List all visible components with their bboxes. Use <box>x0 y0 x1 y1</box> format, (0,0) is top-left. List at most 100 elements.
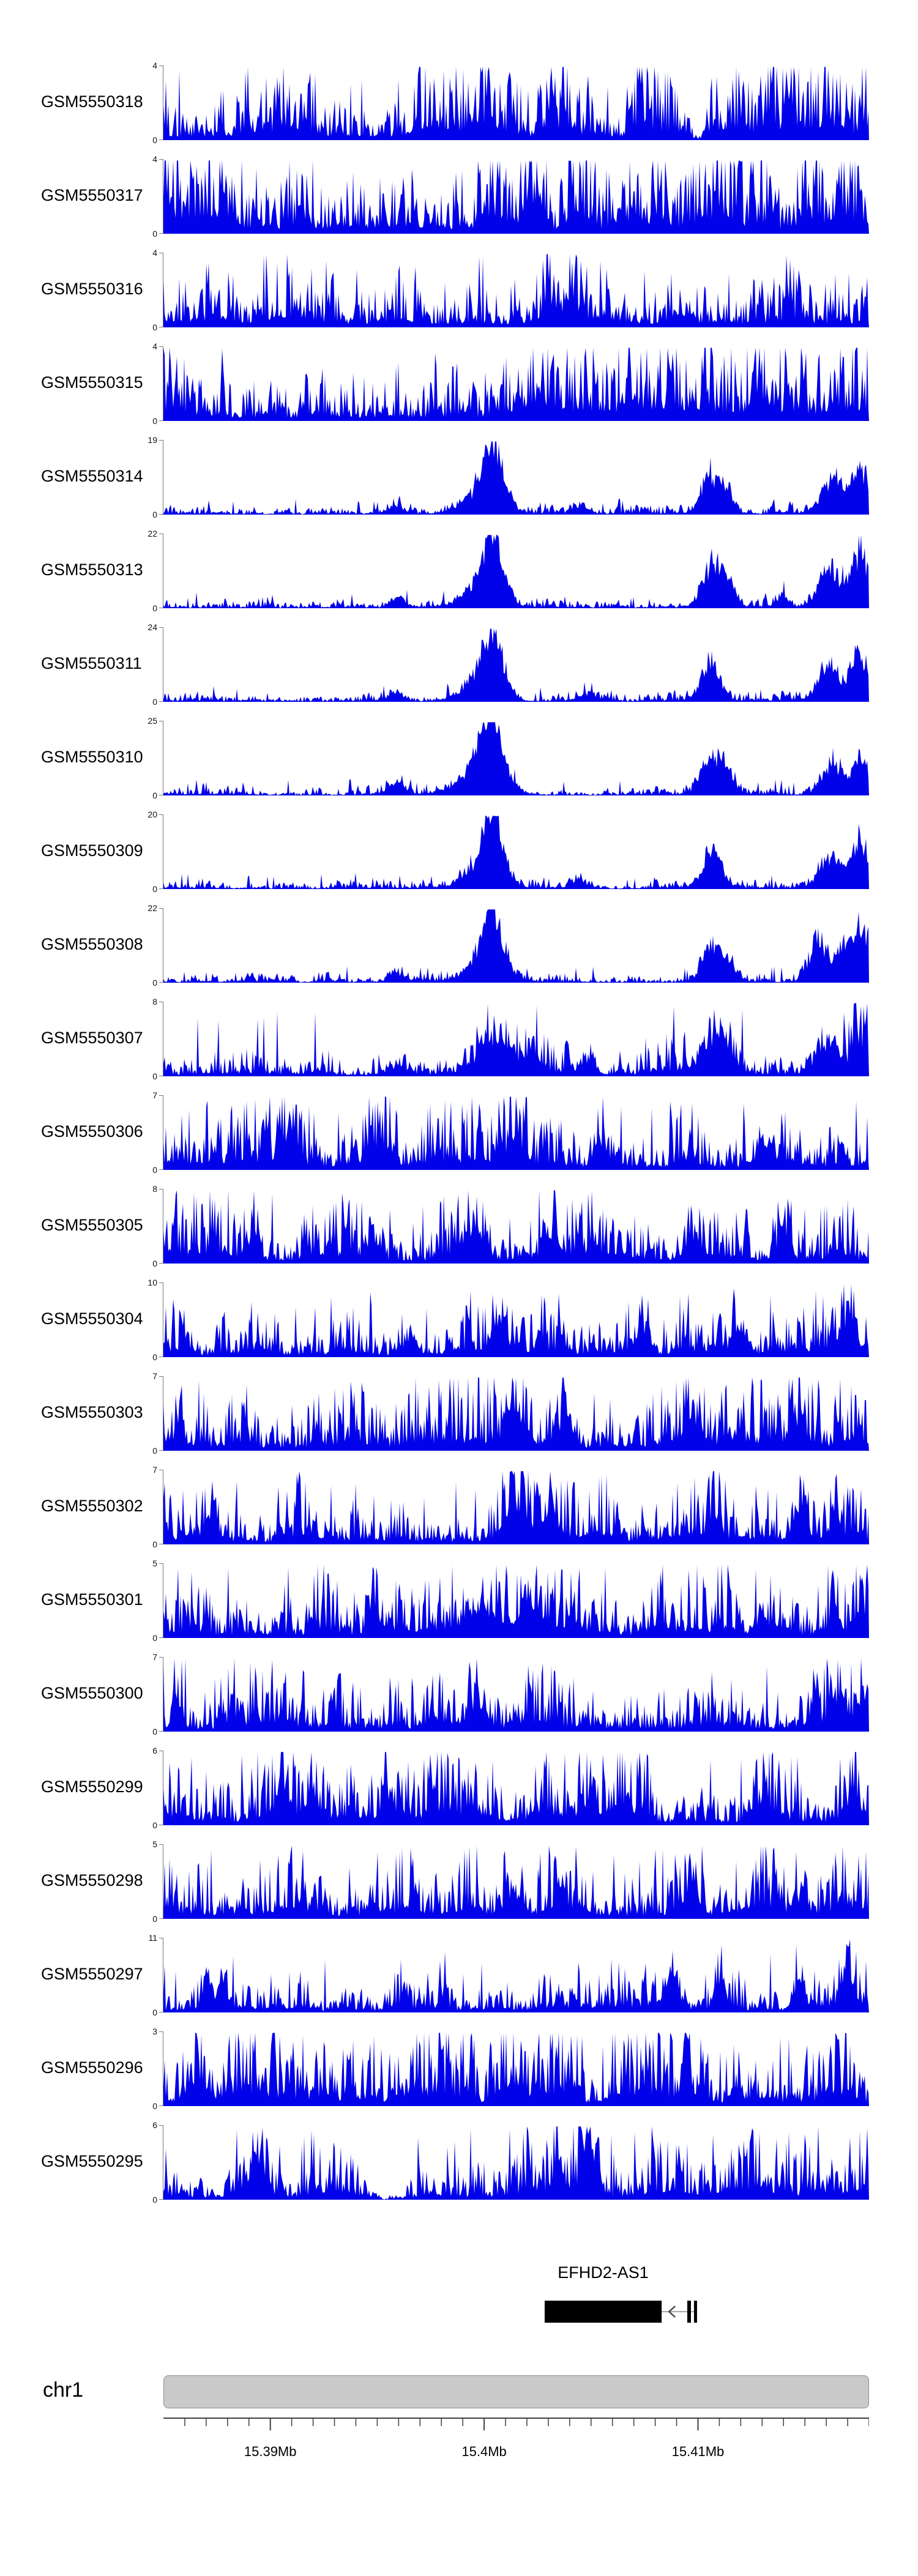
coverage-track-row: GSM5550315 4 0 <box>0 341 918 440</box>
track-yaxis-tick-bottom <box>159 1918 163 1919</box>
coverage-track-row: GSM5550305 8 0 <box>0 1184 918 1282</box>
coverage-track-row: GSM5550299 6 0 <box>0 1746 918 1844</box>
coverage-path <box>163 816 869 889</box>
track-yaxis-tick-bottom <box>159 1263 163 1264</box>
track-yaxis-max-label: 6 <box>152 2120 157 2130</box>
coverage-signal-area <box>163 1190 869 1264</box>
track-sample-label: GSM5550311 <box>41 654 142 672</box>
coverage-signal-area <box>163 2126 869 2200</box>
coverage-path <box>163 1284 869 1357</box>
track-sample-label: GSM5550306 <box>41 1122 143 1141</box>
coverage-track-row: GSM5550295 6 0 <box>0 2120 918 2219</box>
track-yaxis-tick-top <box>159 2125 163 2126</box>
coverage-track-row: GSM5550311 24 0 <box>0 622 918 721</box>
track-yaxis-tick-top <box>159 627 163 628</box>
track-yaxis-max-label: 25 <box>147 716 157 726</box>
track-yaxis-max-label: 5 <box>152 1839 157 1849</box>
track-yaxis-tick-bottom <box>159 514 163 515</box>
coverage-signal-area <box>163 254 869 327</box>
coverage-signal-area <box>163 160 869 234</box>
track-sample-label: GSM5550310 <box>41 748 143 766</box>
track-sample-label: GSM5550300 <box>41 1684 143 1702</box>
track-yaxis-tick-top <box>159 65 163 66</box>
coverage-track-row: GSM5550300 7 0 <box>0 1652 918 1751</box>
track-sample-label: GSM5550295 <box>41 2152 143 2170</box>
track-yaxis-tick-bottom <box>159 982 163 983</box>
coverage-track-row: GSM5550316 4 0 <box>0 248 918 346</box>
track-sample-label: GSM5550314 <box>41 467 143 485</box>
track-yaxis-zero-label: 0 <box>152 1165 157 1175</box>
track-yaxis-zero-label: 0 <box>152 884 157 894</box>
track-yaxis-max-label: 6 <box>152 1746 157 1755</box>
track-yaxis-zero-label: 0 <box>152 1071 157 1081</box>
axis-tick-label: 15.4Mb <box>461 2444 506 2459</box>
track-yaxis-zero-label: 0 <box>152 791 157 800</box>
gene-exon-box <box>544 2301 662 2323</box>
coverage-track-row: GSM5550318 4 0 <box>0 61 918 159</box>
track-yaxis-max-label: 4 <box>152 341 157 351</box>
track-yaxis-tick-top <box>159 1282 163 1283</box>
coverage-track-row: GSM5550298 5 0 <box>0 1839 918 1938</box>
track-yaxis-max-label: 24 <box>147 622 157 632</box>
coverage-path <box>163 1752 869 1825</box>
track-yaxis-tick-top <box>159 1095 163 1096</box>
chromosome-label: chr1 <box>43 2378 84 2402</box>
track-yaxis-max-label: 4 <box>152 154 157 164</box>
coverage-signal-area <box>163 628 869 702</box>
track-yaxis-max-label: 22 <box>147 529 157 538</box>
coverage-track-row: GSM5550313 22 0 <box>0 529 918 627</box>
coverage-path <box>163 909 869 983</box>
track-yaxis-max-label: 7 <box>152 1652 157 1662</box>
coverage-path <box>163 67 869 140</box>
track-yaxis-zero-label: 0 <box>152 1352 157 1362</box>
track-yaxis-tick-bottom <box>159 2199 163 2200</box>
track-sample-label: GSM5550318 <box>41 92 143 111</box>
coverage-path <box>163 535 869 608</box>
coverage-path <box>163 1471 869 1544</box>
track-yaxis-tick-bottom <box>159 420 163 421</box>
axis-tick-label: 15.39Mb <box>244 2444 297 2459</box>
track-yaxis-max-label: 4 <box>152 248 157 258</box>
coverage-signal-area <box>163 1471 869 1544</box>
coverage-signal-area <box>163 1565 869 1638</box>
track-yaxis-tick-bottom <box>159 1450 163 1451</box>
track-yaxis-max-label: 7 <box>152 1371 157 1381</box>
track-sample-label: GSM5550302 <box>41 1497 143 1515</box>
coverage-path <box>163 1565 869 1638</box>
track-yaxis-tick-top <box>159 908 163 909</box>
coverage-path <box>163 254 869 327</box>
track-yaxis-zero-label: 0 <box>152 510 157 519</box>
track-yaxis-zero-label: 0 <box>152 2008 157 2017</box>
coverage-path <box>163 441 869 515</box>
coverage-path <box>163 1658 869 1732</box>
coverage-signal-area <box>163 441 869 515</box>
track-yaxis-zero-label: 0 <box>152 1633 157 1643</box>
coverage-signal-area <box>163 1752 869 1825</box>
coverage-signal-area <box>163 1845 869 1919</box>
coverage-signal-area <box>163 67 869 140</box>
track-yaxis-zero-label: 0 <box>152 603 157 613</box>
track-yaxis-tick-top <box>159 1376 163 1377</box>
track-yaxis-zero-label: 0 <box>152 1914 157 1924</box>
axis-tick-label: 15.41Mb <box>672 2444 725 2459</box>
coverage-track-row: GSM5550296 3 0 <box>0 2027 918 2125</box>
track-sample-label: GSM5550299 <box>41 1778 143 1796</box>
coverage-track-row: GSM5550314 19 0 <box>0 435 918 534</box>
coverage-signal-area <box>163 1377 869 1451</box>
track-sample-label: GSM5550316 <box>41 280 143 298</box>
coverage-track-row: GSM5550301 5 0 <box>0 1558 918 1657</box>
track-yaxis-zero-label: 0 <box>152 2195 157 2205</box>
strand-arrow-icon <box>668 2306 676 2318</box>
coverage-signal-area <box>163 1284 869 1357</box>
coverage-path <box>163 722 869 795</box>
coverage-track-row: GSM5550308 22 0 <box>0 903 918 1002</box>
track-sample-label: GSM5550297 <box>41 1965 143 1983</box>
coverage-path <box>163 2126 869 2200</box>
coverage-signal-area <box>163 1658 869 1732</box>
track-sample-label: GSM5550307 <box>41 1029 143 1047</box>
track-yaxis-zero-label: 0 <box>152 1259 157 1268</box>
track-yaxis-tick-top <box>159 2031 163 2032</box>
track-sample-label: GSM5550301 <box>41 1590 143 1609</box>
coverage-track-row: GSM5550317 4 0 <box>0 154 918 253</box>
